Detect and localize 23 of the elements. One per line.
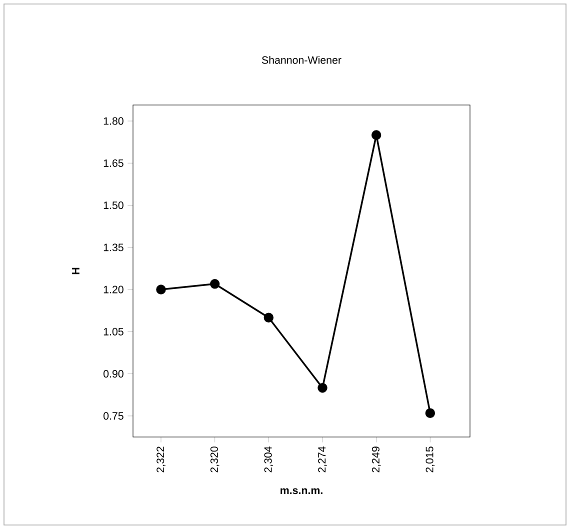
y-tick-label: 1.35 [104,244,124,252]
x-tick-label: 2,304 [264,446,274,472]
y-tick-label: 1.20 [104,286,124,294]
point [210,279,220,289]
point [156,284,166,294]
point [425,408,436,418]
point [318,382,328,393]
x-axis-title: m.s.n.m. [280,488,322,494]
x-tick-label: 2,249 [372,446,381,472]
chart-title: Shannon-Wiener [262,56,342,64]
x-tick-label: 2,320 [210,446,220,472]
y-tick-label: 0.90 [104,370,124,378]
y-tick-label: 1.50 [104,202,124,210]
point [371,130,382,140]
y-tick-label: 0.75 [104,412,124,420]
x-tick-label: 2,322 [156,446,166,472]
x-tick-label: 2,274 [318,446,327,472]
x-tick-label: 2,015 [426,446,435,472]
y-tick-label: 1.05 [104,328,124,336]
y-tick-label: 1.65 [104,159,124,167]
y-axis-title: H [72,268,80,274]
point [264,312,274,322]
y-tick-label: 1.80 [104,117,124,125]
